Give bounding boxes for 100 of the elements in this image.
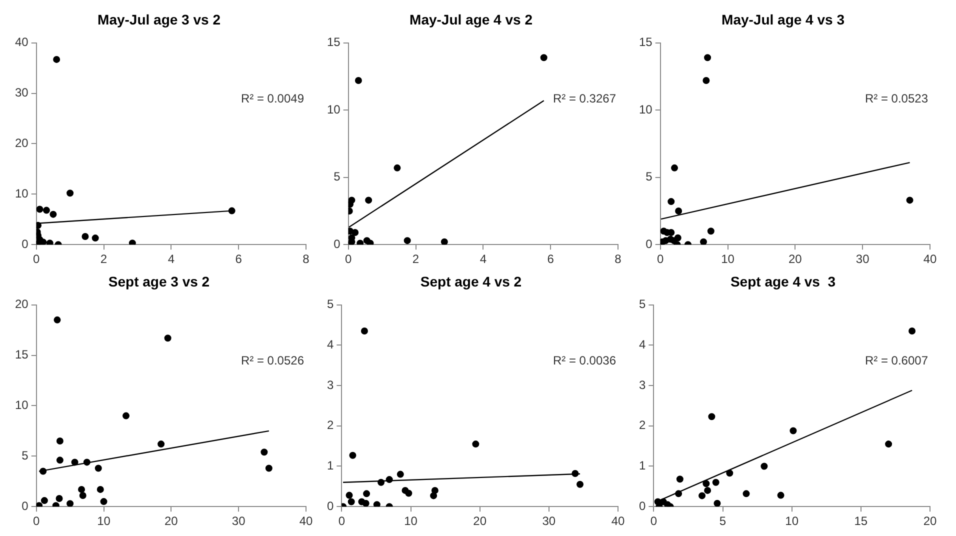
point [265,464,272,472]
point [396,470,404,478]
point [726,470,734,477]
x-tick-label: 10 [404,514,418,528]
chart-title: May-Jul age 3 vs 2 [98,11,221,28]
point [675,207,682,214]
y-tick-label: 1 [638,458,646,473]
x-tick-label: 4 [480,252,487,266]
chart-title: May-Jul age 4 vs 3 [722,11,845,28]
annotation: R² = 0.0526 [240,354,304,368]
point [777,492,784,499]
point [42,206,50,214]
point [36,206,44,213]
point [66,190,74,197]
annotation: R² = 0.3267 [552,92,616,106]
y-tick-label: 2 [638,418,646,432]
point [66,500,74,507]
x-tick-label: 0 [345,252,352,266]
y-tick-label: 15 [14,348,29,362]
point [36,502,43,507]
point [906,196,914,204]
point [53,56,60,63]
x-tick-label: 20 [788,252,802,266]
point [96,486,104,493]
point [704,486,712,494]
point [404,237,411,244]
x-tick-label: 6 [235,252,242,266]
y-tick-label: 2 [326,418,334,432]
chart-title: Sept age 3 vs 2 [108,273,210,290]
point [56,438,64,445]
y-tick-label: 0 [22,236,29,251]
point [885,440,892,448]
x-tick-label: 10 [97,514,111,528]
x-tick-label: 20 [923,514,937,528]
point [348,498,355,506]
annotation: R² = 0.6007 [864,354,928,368]
point [348,200,354,208]
y-tick-label: 0 [326,498,334,513]
y-tick-label: 0 [646,236,653,251]
point [356,240,364,245]
point [352,228,359,236]
y-tick-label: 15 [638,35,653,50]
x-tick-label: 40 [611,514,625,528]
point [82,233,89,240]
point [671,164,678,172]
x-tick-label: 10 [785,514,799,528]
y-tick-label: 5 [326,297,334,312]
y-tick-label: 5 [638,297,646,312]
point [122,412,130,420]
y-tick-label: 10 [14,186,29,200]
y-tick-label: 10 [638,102,653,116]
y-tick-label: 0 [334,236,341,251]
point [702,76,710,84]
x-tick-label: 2 [412,252,420,266]
point [760,462,768,470]
point [540,54,548,62]
point [362,500,370,507]
x-tick-label: 15 [854,514,868,528]
x-tick-label: 8 [614,252,622,266]
point [668,198,675,206]
x-tick-label: 4 [168,252,175,266]
y-tick-label: 15 [326,35,341,50]
point [346,492,353,499]
x-tick-label: 10 [721,252,735,266]
point [670,237,678,244]
point [365,196,372,204]
point [354,76,362,84]
point [54,316,61,324]
y-tick-label: 5 [646,170,653,184]
point [742,490,750,498]
y-tick-label: 1 [326,458,334,473]
y-tick-label: 4 [638,337,646,352]
x-tick-label: 40 [299,514,313,528]
point [790,427,797,434]
point [712,478,720,486]
point [79,492,86,499]
chart-title: Sept age 4 vs 2 [420,273,522,290]
x-tick-label: 2 [100,252,108,266]
point [714,500,721,507]
point [158,440,165,448]
x-tick-label: 6 [547,252,554,266]
x-tick-label: 8 [302,252,310,266]
point [576,480,584,488]
point [472,440,480,448]
point [405,490,412,497]
y-tick-label: 3 [638,378,646,392]
point [56,495,63,502]
y-tick-label: 10 [326,102,341,116]
y-tick-label: 10 [14,398,29,412]
point [349,452,356,459]
point [394,164,401,172]
x-tick-label: 20 [473,514,487,528]
x-tick-label: 0 [33,514,40,528]
point [40,497,48,504]
point [164,334,172,342]
point [373,501,380,507]
x-tick-label: 0 [33,252,40,266]
y-tick-label: 5 [334,170,341,184]
x-tick-label: 30 [542,514,556,528]
point [704,54,712,62]
